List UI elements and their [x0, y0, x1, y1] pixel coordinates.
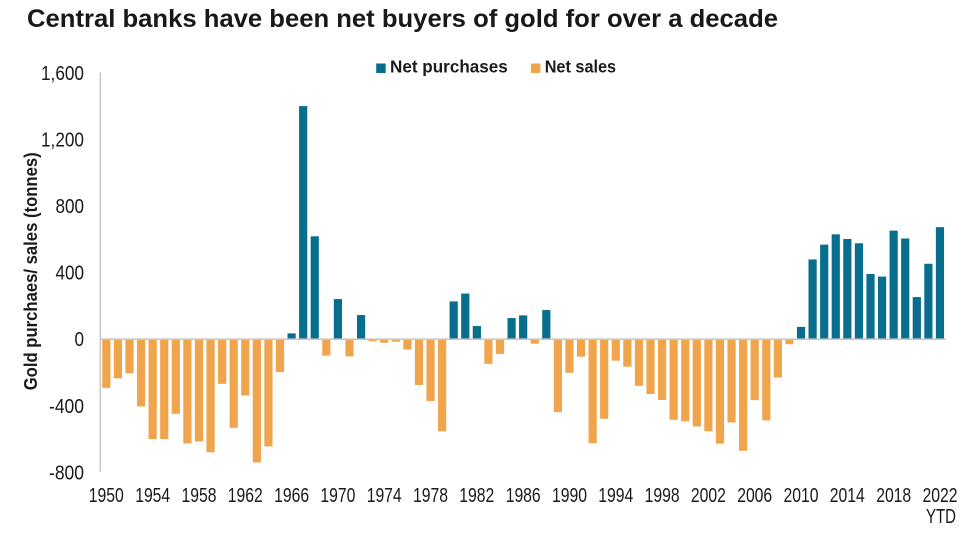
svg-text:1966: 1966: [274, 485, 309, 507]
svg-text:0: 0: [75, 329, 85, 351]
svg-text:-400: -400: [49, 396, 84, 418]
svg-text:1,600: 1,600: [41, 63, 84, 85]
svg-text:1,200: 1,200: [41, 129, 84, 151]
svg-text:Gold purchaes/ sales (tonnes): Gold purchaes/ sales (tonnes): [21, 152, 41, 390]
svg-text:2006: 2006: [737, 485, 772, 507]
svg-text:1962: 1962: [228, 485, 263, 507]
svg-text:2018: 2018: [876, 485, 911, 507]
svg-text:1958: 1958: [182, 485, 217, 507]
svg-text:Net sales: Net sales: [545, 57, 617, 77]
svg-text:1986: 1986: [506, 485, 541, 507]
svg-text:2010: 2010: [784, 485, 819, 507]
svg-text:2022: 2022: [923, 485, 958, 507]
svg-text:1990: 1990: [552, 485, 587, 507]
svg-text:1950: 1950: [89, 485, 124, 507]
svg-text:-800: -800: [49, 462, 84, 484]
svg-text:YTD: YTD: [926, 506, 956, 528]
svg-text:800: 800: [56, 196, 85, 218]
svg-text:Central banks have been net bu: Central banks have been net buyers of go…: [27, 5, 778, 33]
svg-text:2002: 2002: [691, 485, 726, 507]
svg-text:1978: 1978: [413, 485, 448, 507]
svg-text:1982: 1982: [459, 485, 494, 507]
svg-text:1954: 1954: [135, 485, 170, 507]
svg-text:1970: 1970: [320, 485, 355, 507]
svg-text:1998: 1998: [645, 485, 680, 507]
svg-text:1974: 1974: [367, 485, 402, 507]
svg-text:Net purchases: Net purchases: [390, 57, 508, 77]
svg-text:1994: 1994: [598, 485, 633, 507]
svg-text:2014: 2014: [830, 485, 865, 507]
svg-text:400: 400: [56, 263, 85, 285]
